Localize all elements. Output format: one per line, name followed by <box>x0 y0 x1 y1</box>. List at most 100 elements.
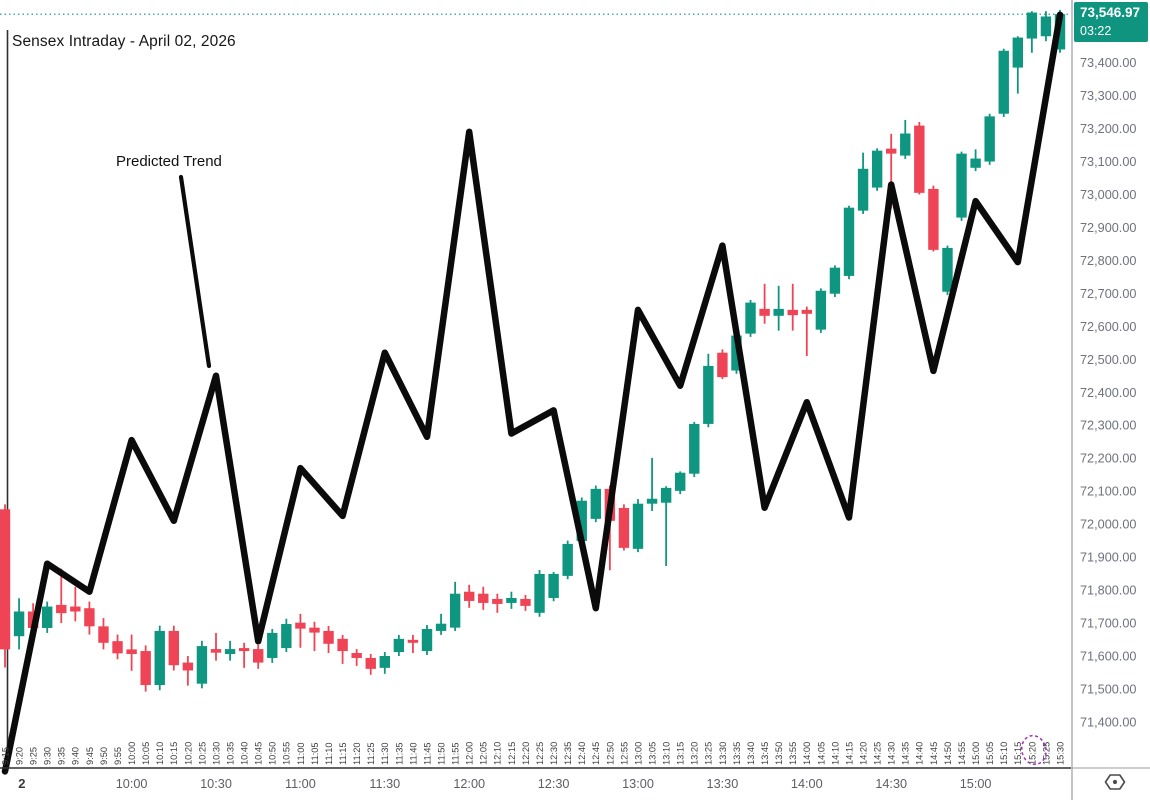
time-axis-major-labels[interactable]: 2 10:00 10:30 11:00 11:30 12:00 12:30 13:00 13:3… <box>18 776 991 791</box>
chart-title: Sensex Intraday - April 02, 2026 <box>12 33 236 50</box>
candle-body <box>801 309 813 314</box>
price-tick-label: 71,600.00 <box>1080 650 1136 664</box>
minor-time-label: 14:25 <box>873 742 883 765</box>
last-price-badge: 73,546.97 03:22 <box>1074 2 1148 42</box>
minor-time-label: 12:20 <box>521 742 531 765</box>
minor-time-label: 10:15 <box>169 742 179 765</box>
minor-time-label: 10:20 <box>183 742 193 765</box>
hexagon-center-dot <box>1112 779 1118 785</box>
candle-body <box>267 632 278 658</box>
price-tick-label: 72,100.00 <box>1080 485 1136 499</box>
minor-time-label: 14:15 <box>844 742 854 765</box>
last-price-value: 73,546.97 <box>1080 5 1141 20</box>
candle-body <box>112 641 123 654</box>
price-tick-label: 73,000.00 <box>1080 188 1136 202</box>
candle-body <box>689 423 700 474</box>
minor-time-label: 15:10 <box>999 742 1009 765</box>
minor-time-label: 11:30 <box>380 742 390 765</box>
candle-body <box>337 638 348 652</box>
minor-time-label: 11:20 <box>352 742 362 765</box>
minor-time-label: 12:45 <box>591 742 601 765</box>
price-axis-scale[interactable]: 73,400.00 73,300.00 73,200.00 73,100.00 73,0… <box>1080 56 1136 729</box>
candle-body <box>182 662 194 671</box>
candle-body <box>886 148 897 154</box>
price-tick-label: 71,500.00 <box>1080 683 1136 697</box>
minor-time-label: 15:30 <box>1055 742 1065 765</box>
minor-time-label: 11:15 <box>338 742 348 765</box>
candle-body <box>421 628 433 652</box>
candle-body <box>970 158 981 168</box>
major-time-label: 13:30 <box>707 777 739 791</box>
highlight-circle-annotation <box>1020 734 1047 766</box>
candle-body <box>126 649 137 655</box>
minor-time-label: 9:50 <box>99 747 109 765</box>
minor-time-label: 15:05 <box>985 742 995 765</box>
major-time-label: 14:30 <box>875 777 907 791</box>
candle-body <box>365 657 376 669</box>
candle-body <box>843 207 855 276</box>
major-time-label: 11:30 <box>369 777 400 791</box>
minor-time-label: 10:10 <box>155 742 165 765</box>
candle-body <box>98 626 109 643</box>
candle-body <box>717 352 728 378</box>
minor-time-label: 13:05 <box>648 742 658 765</box>
minor-time-label: 15:20 <box>1027 742 1037 765</box>
minor-time-label: 14:10 <box>830 742 840 765</box>
major-time-label: 10:30 <box>200 777 232 791</box>
minor-time-label: 11:55 <box>451 742 461 765</box>
minor-time-label: 10:55 <box>282 742 292 765</box>
axis-settings-icon[interactable] <box>1104 774 1126 790</box>
candle-body <box>1012 37 1024 68</box>
minor-time-label: 12:55 <box>619 742 629 765</box>
minor-time-label: 12:10 <box>493 742 503 765</box>
minor-time-label: 11:05 <box>310 742 320 765</box>
candles-layer <box>0 9 1066 692</box>
minor-time-label: 11:35 <box>394 742 404 765</box>
minor-time-label: 13:45 <box>760 742 770 765</box>
price-tick-label: 72,700.00 <box>1080 287 1136 301</box>
price-tick-label: 72,000.00 <box>1080 518 1136 532</box>
candle-body <box>675 472 686 491</box>
candle-body <box>590 488 602 519</box>
minor-time-label: 9:25 <box>29 747 39 765</box>
minor-time-label: 15:15 <box>1013 742 1023 765</box>
minor-time-label: 13:55 <box>788 742 798 765</box>
minor-time-label: 9:40 <box>71 747 81 765</box>
minor-time-label: 11:25 <box>366 742 376 765</box>
candle-body <box>84 608 95 627</box>
candle-body <box>42 606 53 628</box>
price-tick-label: 72,300.00 <box>1080 419 1136 433</box>
price-tick-label: 73,100.00 <box>1080 155 1136 169</box>
candle-body <box>449 593 461 628</box>
minor-time-label: 14:35 <box>901 742 911 765</box>
minor-time-label: 9:55 <box>113 747 123 765</box>
candle-body <box>815 290 827 330</box>
minor-time-label: 13:50 <box>774 742 784 765</box>
candle-body <box>140 651 151 686</box>
candle-body <box>787 309 798 316</box>
minor-time-label: 13:40 <box>746 742 756 765</box>
minor-time-label: 9:30 <box>43 747 53 765</box>
candle-body <box>646 498 658 504</box>
minor-time-label: 12:35 <box>563 742 573 765</box>
minor-time-label: 12:05 <box>479 742 489 765</box>
time-axis-minor-labels[interactable]: 9:15 9:20 9:25 9:30 9:35 9:40 9:45 9:50 9:55 10:0… <box>0 742 1065 765</box>
minor-time-label: 13:15 <box>676 742 686 765</box>
candle-body <box>253 649 264 663</box>
candle-body <box>1026 12 1038 39</box>
candle-body <box>576 500 587 541</box>
candle-body <box>323 630 334 644</box>
major-time-label: 10:00 <box>116 777 148 791</box>
minor-time-label: 9:45 <box>85 747 95 765</box>
candle-body <box>478 593 489 603</box>
price-tick-label: 71,800.00 <box>1080 584 1136 598</box>
candle-body <box>351 653 362 658</box>
candle-body <box>745 302 756 334</box>
major-time-label: 14:00 <box>791 777 823 791</box>
minor-time-label: 15:00 <box>971 742 981 765</box>
candle-body <box>0 509 11 650</box>
price-tick-label: 72,900.00 <box>1080 221 1136 235</box>
candle-body <box>13 611 25 637</box>
